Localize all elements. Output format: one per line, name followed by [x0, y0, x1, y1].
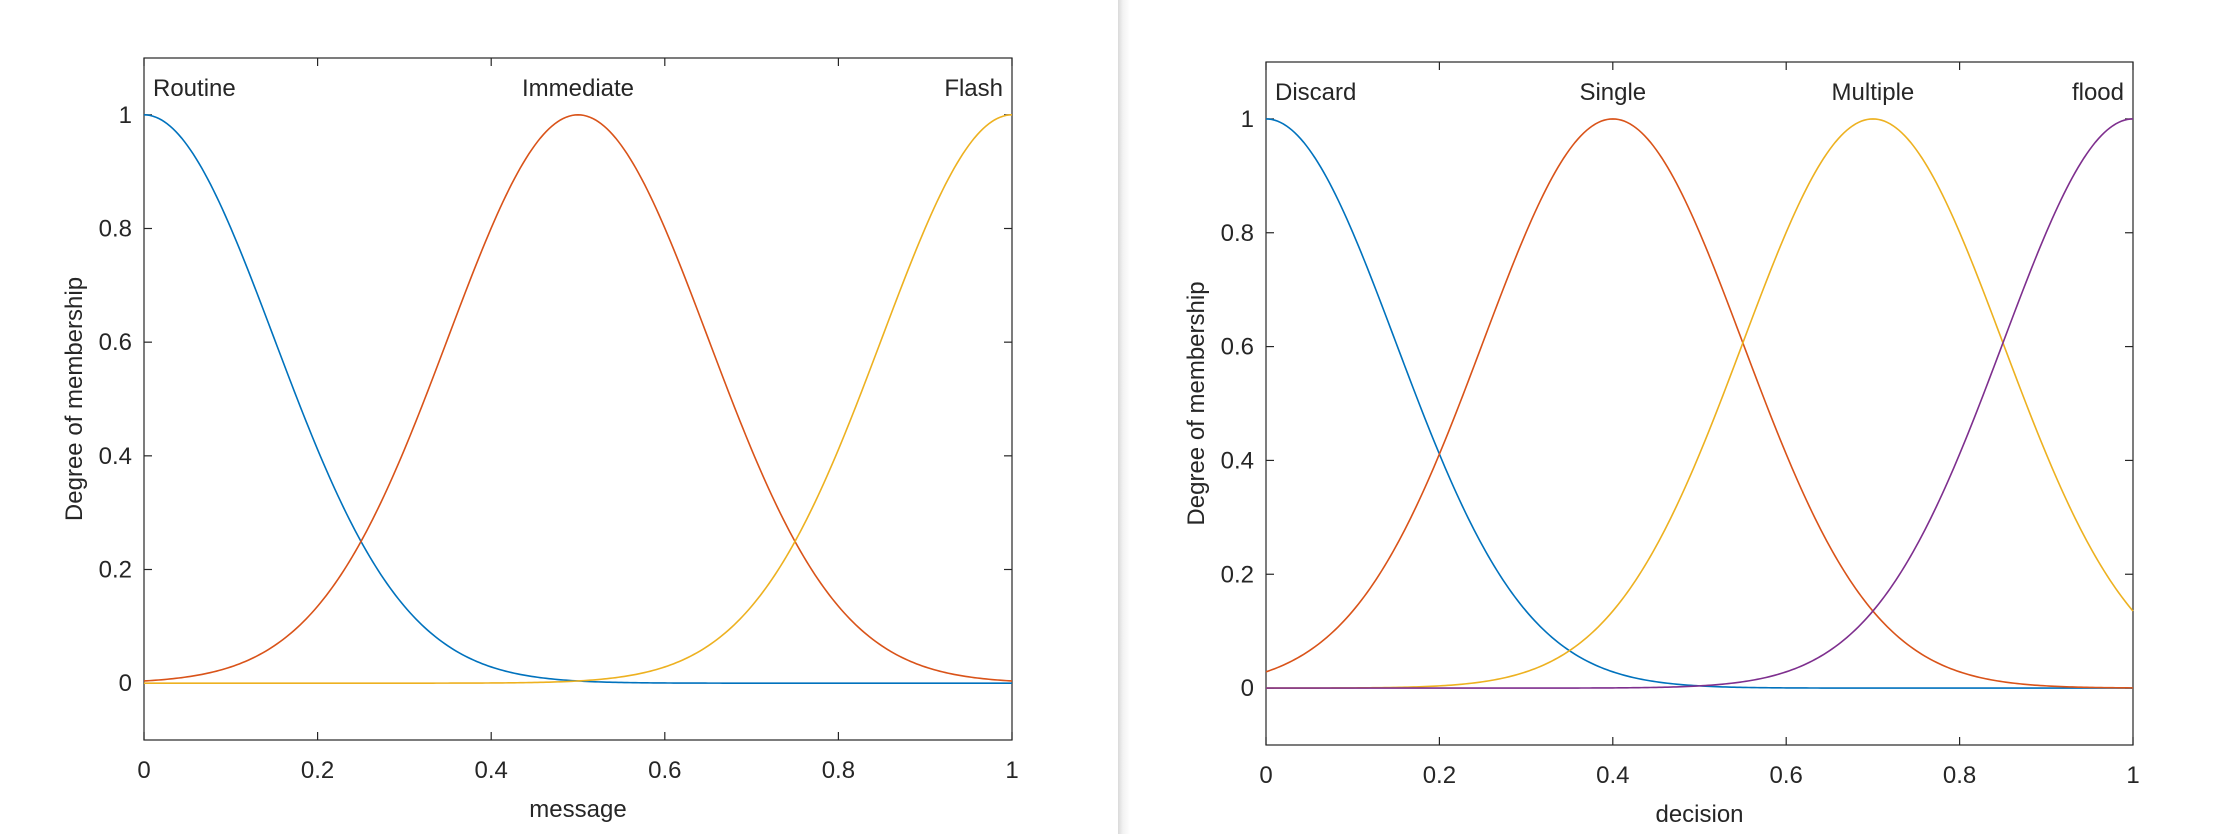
y-tick-label: 1 [119, 102, 132, 129]
series-label-flood: flood [2072, 79, 2124, 106]
x-tick-label: 0.4 [1596, 762, 1629, 789]
decision-membership-chart: 0 0.2 0.4 0.6 0.8 1 0 0.2 0.4 0.6 0.8 1 decision Degr… [1183, 61, 2140, 828]
x-tick-label: 0 [1259, 762, 1272, 789]
y-tick-label: 0.6 [1221, 334, 1254, 361]
plot-area-box [143, 57, 1013, 741]
y-tick-label: 0.2 [99, 557, 132, 584]
x-tick-label: 1 [2126, 762, 2139, 789]
x-axis-label: decision [1655, 801, 1743, 828]
series-label-single: Single [1579, 79, 1646, 106]
x-tick-label: 0.6 [648, 757, 681, 784]
series-label-multiple: Multiple [1832, 79, 1915, 106]
series-line-routine [143, 114, 1012, 684]
series-line-single [1265, 118, 2134, 689]
x-tick-label: 0 [137, 757, 150, 784]
series-line-immediate [143, 114, 1013, 682]
y-tick-label: 0 [119, 670, 132, 697]
x-tick-label: 1 [1005, 757, 1018, 784]
series-label-immediate: Immediate [522, 75, 634, 102]
x-tick-label: 0.2 [1423, 762, 1456, 789]
left-chart-panel: 0 0.2 0.4 0.6 0.8 1 0 0.2 0.4 0.6 0.8 1 message Degre… [61, 57, 1019, 823]
y-tick-label: 0.4 [1221, 447, 1254, 474]
y-axis-label: Degree of membership [61, 277, 88, 521]
series-line-discard [1265, 118, 2133, 689]
x-tick-label: 0.6 [1770, 762, 1803, 789]
plot-area-box [1265, 61, 2134, 746]
y-tick-label: 0.8 [1221, 220, 1254, 247]
series-label-flash: Flash [944, 75, 1003, 102]
y-tick-label: 0.8 [99, 216, 132, 243]
y-axis-label: Degree of membership [1183, 281, 1210, 525]
x-tick-label: 0.4 [475, 757, 508, 784]
series-line-multiple [1266, 118, 2134, 689]
y-tick-label: 1 [1241, 106, 1254, 133]
x-tick-label: 0.8 [1943, 762, 1976, 789]
series-line-flash [144, 114, 1013, 684]
panel-divider [1118, 0, 1130, 834]
x-tick-label: 0.8 [822, 757, 855, 784]
y-tick-label: 0 [1241, 675, 1254, 702]
y-tick-label: 0.6 [99, 329, 132, 356]
x-tick-label: 0.2 [301, 757, 334, 784]
series-label-routine: Routine [153, 75, 236, 102]
message-membership-chart: 0 0.2 0.4 0.6 0.8 1 0 0.2 0.4 0.6 0.8 1 message Degre… [61, 57, 1019, 823]
series-line-flood [1266, 118, 2134, 689]
x-axis-label: message [529, 796, 626, 823]
y-tick-label: 0.2 [1221, 561, 1254, 588]
y-tick-label: 0.4 [99, 443, 132, 470]
series-label-discard: Discard [1275, 79, 1356, 106]
right-chart-panel: 0 0.2 0.4 0.6 0.8 1 0 0.2 0.4 0.6 0.8 1 decision Degr… [1130, 0, 2228, 834]
